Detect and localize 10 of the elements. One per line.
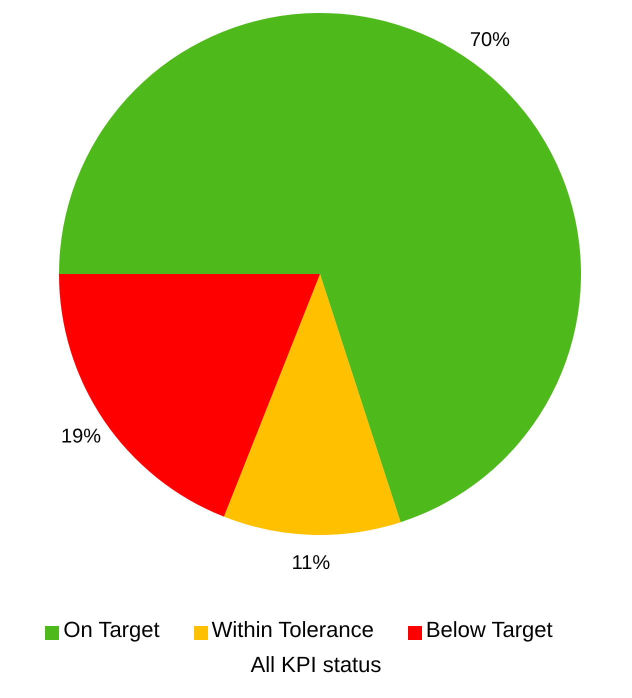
data-label: 70% bbox=[470, 29, 510, 52]
text: All KPI status bbox=[250, 652, 382, 678]
pie-slice bbox=[59, 13, 581, 522]
legend-label: Within Tolerance bbox=[212, 617, 374, 642]
data-label: 19% bbox=[60, 425, 102, 448]
legend-label: Below Target bbox=[426, 617, 553, 642]
pie-slice bbox=[59, 274, 320, 517]
data-label: 11% bbox=[292, 552, 330, 574]
pie-slice bbox=[224, 274, 401, 535]
legend-label: On Target bbox=[63, 617, 160, 642]
